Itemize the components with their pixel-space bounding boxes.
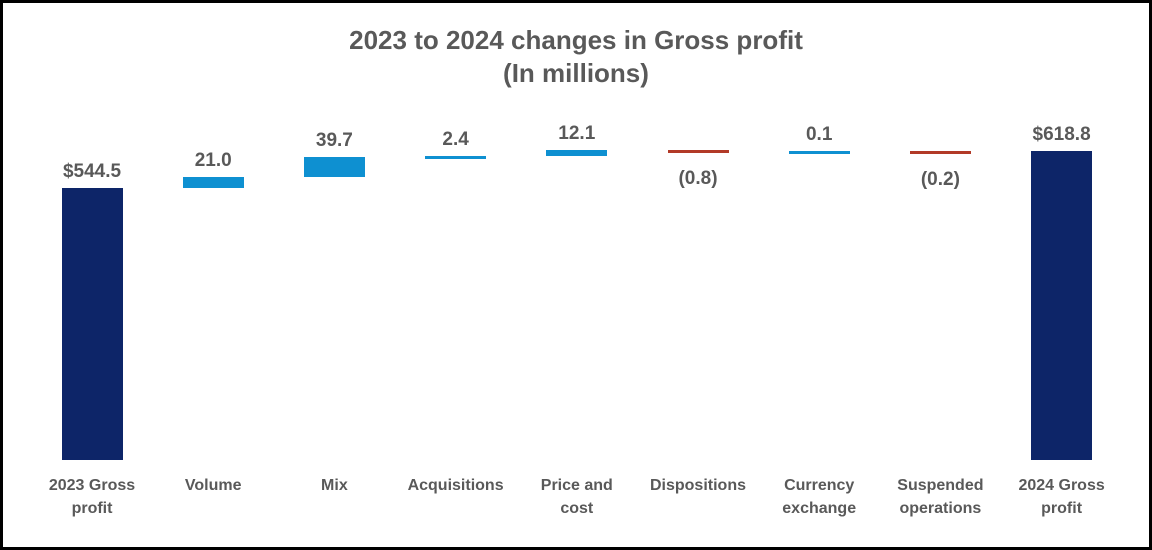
value-label: 21.0 (194, 150, 232, 172)
category-label: Dispositions (649, 477, 746, 494)
plot-area: $544.5 2023 Gross profit 21.0 Volume 39.7 Mix… (3, 3, 1149, 547)
value-label: (0.2) (920, 168, 960, 190)
value-label: 39.7 (315, 130, 353, 152)
value-label: $544.5 (62, 160, 122, 182)
value-label: $618.8 (1032, 123, 1091, 145)
waterfall-bar (61, 187, 123, 460)
category-label: 2024 Gross profit (1018, 477, 1105, 517)
value-label: (0.8) (678, 168, 718, 190)
value-label: 2.4 (442, 129, 469, 151)
category-label: Acquisitions (407, 477, 504, 494)
waterfall-bar (1031, 150, 1093, 460)
waterfall-bar (667, 150, 729, 154)
waterfall-bar (425, 156, 487, 160)
waterfall-bar (546, 150, 608, 157)
category-label: Price and cost (540, 477, 613, 517)
chart-subtitle: (In millions) (503, 58, 649, 88)
value-label: 12.1 (558, 123, 596, 145)
category-label: Suspended operations (897, 477, 984, 517)
waterfall-bar (182, 177, 244, 188)
value-label: 0.1 (805, 123, 833, 145)
waterfall-bar (788, 150, 850, 154)
category-label: Currency exchange (782, 477, 857, 517)
category-label: Mix (321, 477, 348, 494)
waterfall-bar (909, 150, 971, 154)
category-label: Volume (184, 477, 242, 494)
category-label: 2023 Gross profit (48, 477, 136, 517)
chart-title: 2023 to 2024 changes in Gross profit (349, 25, 803, 55)
waterfall-bar (303, 157, 365, 178)
chart-title-block: 2023 to 2024 changes in Gross profit (In… (3, 24, 1149, 90)
